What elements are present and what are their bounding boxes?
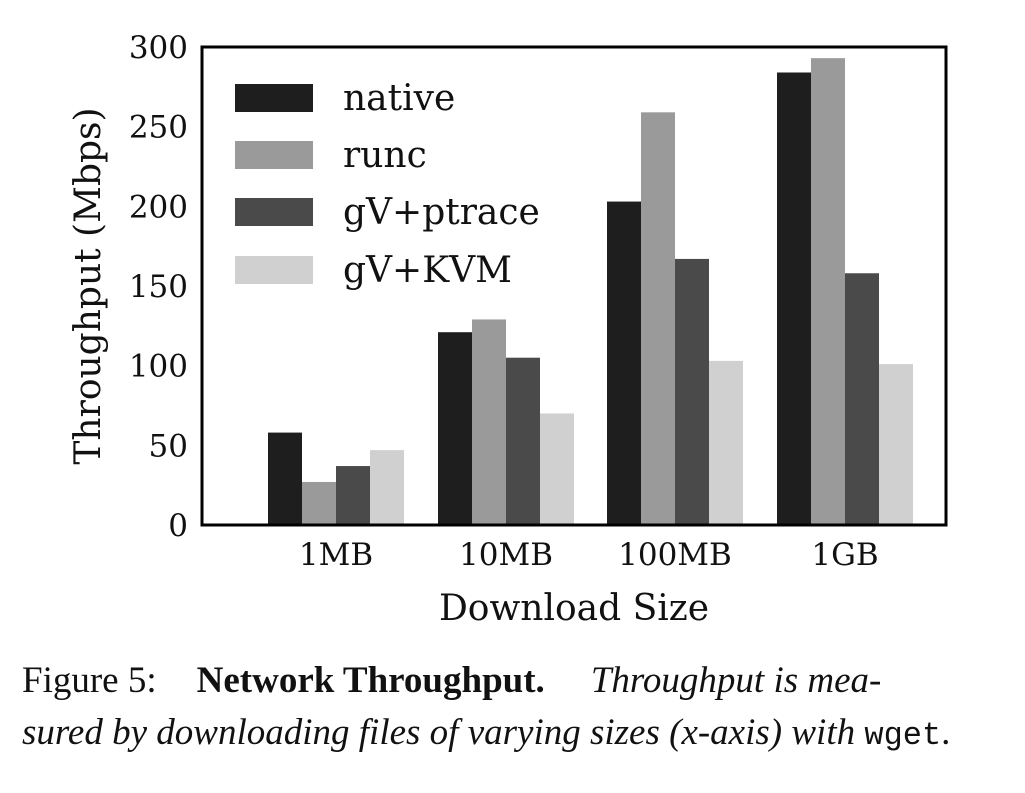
caption-line-2: sured by downloading files of varying si… xyxy=(22,707,1007,762)
bar-runc-10mb xyxy=(472,319,506,525)
x-tick-labels: 1MB 10MB 100MB 1GB xyxy=(299,537,879,573)
y-tick-label: 200 xyxy=(129,189,188,225)
bar-native-1mb xyxy=(268,432,302,525)
legend-label: gV+KVM xyxy=(343,250,512,291)
bar-gv-kvm-10mb xyxy=(540,413,574,525)
bar-gv-kvm-1gb xyxy=(879,364,913,525)
y-tick-label: 0 xyxy=(168,508,188,544)
caption-label: Figure 5: xyxy=(22,660,157,701)
x-axis-label: Download Size xyxy=(439,588,709,629)
y-tick-label: 50 xyxy=(149,428,188,464)
y-axis-label: Throughput (Mbps) xyxy=(68,107,109,464)
y-tick-label: 100 xyxy=(129,349,188,385)
legend-swatch xyxy=(235,141,313,169)
x-tick-label: 100MB xyxy=(618,537,732,573)
bar-gv-kvm-1mb xyxy=(370,450,404,525)
caption-text-1: Throughput is mea- xyxy=(590,660,882,701)
figure-caption: Figure 5: Network Throughput. Throughput i… xyxy=(22,655,1007,762)
bar-chart: 0 50 100 150 200 250 300 1MB 10MB 100MB 1GB nativ… xyxy=(68,30,948,629)
caption-code: wget xyxy=(864,717,942,754)
y-tick-label: 300 xyxy=(129,30,188,66)
legend-label: native xyxy=(343,78,455,119)
x-tick-label: 1GB xyxy=(811,537,878,573)
bar-native-100mb xyxy=(607,201,641,525)
bar-gv-kvm-100mb xyxy=(709,360,743,525)
bar-native-1gb xyxy=(777,72,811,525)
bar-gv-ptrace-1gb xyxy=(845,273,879,525)
y-tick-labels: 0 50 100 150 200 250 300 xyxy=(129,30,188,544)
legend-swatch xyxy=(235,256,313,284)
legend-label: runc xyxy=(343,135,427,176)
legend-swatch xyxy=(235,84,313,112)
legend: native runc gV+ptrace gV+KVM xyxy=(235,78,540,291)
x-tick-label: 1MB xyxy=(299,537,373,573)
bars-layer xyxy=(268,58,913,526)
bar-runc-100mb xyxy=(641,112,675,526)
caption-end: . xyxy=(941,712,951,753)
legend-label: gV+ptrace xyxy=(343,192,540,233)
bar-gv-ptrace-1mb xyxy=(336,466,370,525)
caption-line-1: Figure 5: Network Throughput. Throughput i… xyxy=(22,655,1007,707)
bar-native-10mb xyxy=(438,332,472,525)
plot-frame xyxy=(200,45,948,527)
y-tick-label: 250 xyxy=(129,110,188,146)
caption-title: Network Throughput. xyxy=(196,660,545,701)
legend-swatch xyxy=(235,198,313,226)
bar-gv-ptrace-10mb xyxy=(506,357,540,525)
caption-text-2: sured by downloading files of varying si… xyxy=(22,712,856,753)
bar-runc-1mb xyxy=(302,481,336,525)
bar-runc-1gb xyxy=(811,58,845,526)
y-tick-label: 150 xyxy=(129,269,188,305)
bar-gv-ptrace-100mb xyxy=(675,258,709,525)
x-tick-label: 10MB xyxy=(459,537,553,573)
